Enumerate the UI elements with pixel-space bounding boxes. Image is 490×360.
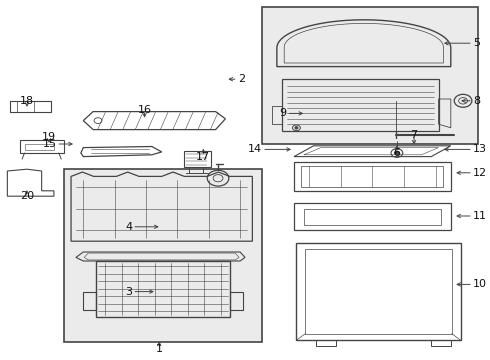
Circle shape [394, 151, 399, 155]
Text: 17: 17 [196, 152, 210, 162]
Text: 9: 9 [279, 108, 287, 118]
Text: 12: 12 [473, 168, 487, 178]
Text: 16: 16 [138, 105, 151, 115]
Circle shape [295, 127, 298, 129]
FancyBboxPatch shape [64, 169, 262, 342]
Text: 10: 10 [473, 279, 487, 289]
Text: 8: 8 [473, 96, 480, 106]
Text: 13: 13 [473, 144, 487, 154]
FancyBboxPatch shape [262, 7, 478, 144]
Text: 3: 3 [125, 287, 132, 297]
Text: 6: 6 [393, 148, 400, 158]
Text: 18: 18 [20, 96, 34, 106]
Text: 1: 1 [156, 344, 163, 354]
Text: 11: 11 [473, 211, 487, 221]
Text: 20: 20 [20, 191, 34, 201]
Text: 15: 15 [42, 139, 56, 149]
Text: 2: 2 [238, 74, 245, 84]
Text: 4: 4 [125, 222, 132, 232]
Text: 7: 7 [411, 130, 417, 140]
Text: 5: 5 [473, 38, 480, 48]
Text: 14: 14 [248, 144, 262, 154]
Text: 19: 19 [42, 132, 56, 142]
